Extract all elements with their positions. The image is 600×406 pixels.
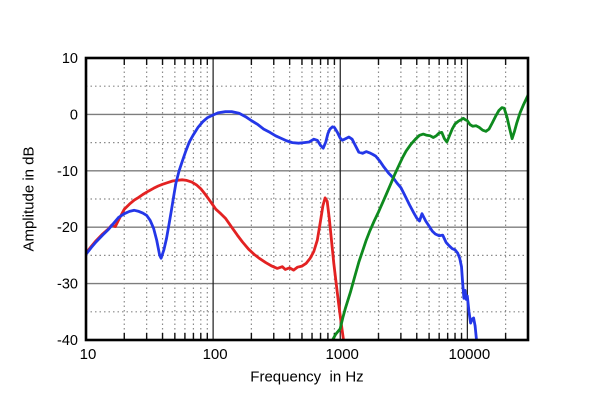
x-tick-label: 10000 [448,346,490,363]
y-tick-label: 10 [62,51,78,67]
green-curve [331,93,528,340]
y-tick-label: -30 [57,277,78,293]
blue-curve [86,110,478,340]
x-axis-title: Frequency in Hz [250,368,364,386]
y-tick-label: 0 [70,107,78,123]
x-tick-label: 100 [203,346,228,363]
plot-border [84,56,530,342]
y-tick-label: -10 [57,164,78,180]
y-tick-label: -40 [57,333,78,349]
y-tick-label: -20 [57,220,78,236]
y-axis-title: Amplitude in dB [20,146,38,252]
red-curve [86,178,345,340]
x-tick-label: 10 [80,346,97,363]
x-tick-label: 1000 [326,346,359,363]
